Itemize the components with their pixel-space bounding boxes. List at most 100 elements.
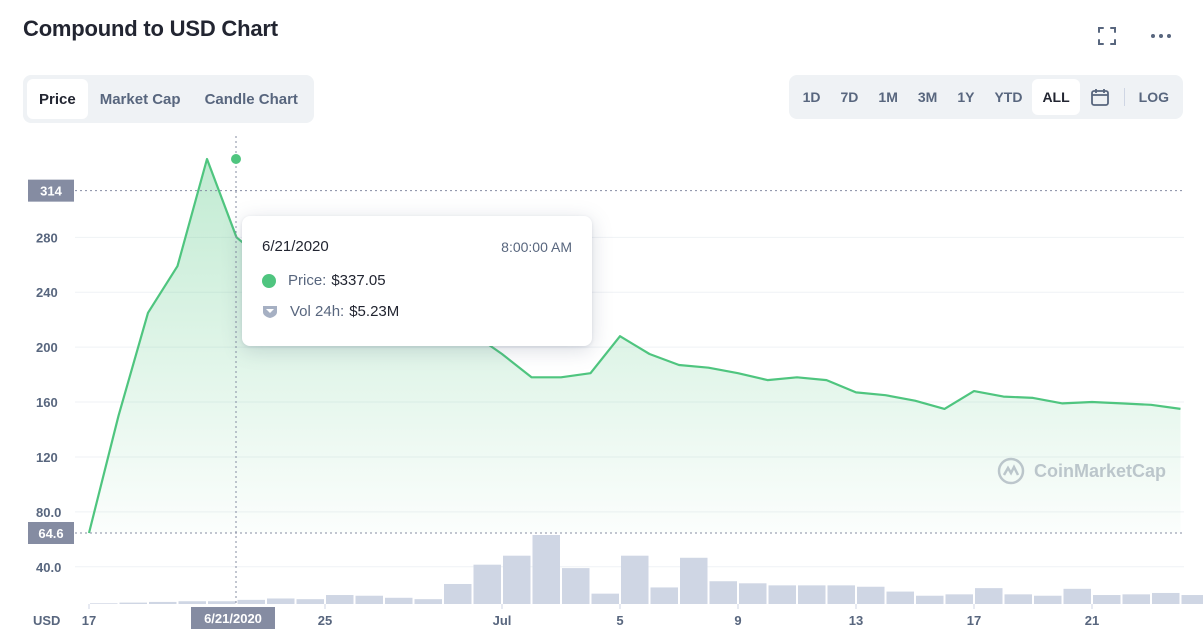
tooltip-price-row: Price: $337.05 — [262, 272, 386, 289]
watermark: CoinMarketCap — [996, 456, 1166, 486]
hover-date-label-text: 6/21/2020 — [204, 611, 262, 626]
tooltip-time: 8:00:00 AM — [501, 239, 572, 255]
volume-bar — [414, 599, 442, 604]
tooltip-date: 6/21/2020 — [262, 238, 329, 255]
calendar-icon[interactable] — [1080, 79, 1120, 115]
range-all[interactable]: ALL — [1032, 79, 1080, 115]
low-marker-label-bg — [28, 522, 74, 544]
volume-bar — [90, 603, 118, 604]
volume-bar — [119, 602, 147, 604]
volume-bar — [1093, 595, 1121, 604]
currency-label: USD — [33, 613, 60, 628]
y-tick-label: 240 — [36, 285, 58, 300]
volume-bar — [296, 599, 324, 604]
volume-bar — [739, 583, 767, 604]
x-tick-label: 17 — [82, 613, 96, 628]
volume-bar — [621, 555, 649, 604]
tooltip-volume-label: Vol 24h: — [290, 303, 345, 320]
fullscreen-icon[interactable] — [1095, 24, 1119, 48]
tab-price[interactable]: Price — [27, 79, 88, 119]
volume-bar — [562, 568, 590, 604]
volume-bar — [355, 595, 383, 604]
volume-bar — [149, 601, 177, 604]
volume-bar — [768, 585, 796, 604]
log-toggle[interactable]: LOG — [1138, 89, 1169, 105]
high-marker-label-bg — [28, 179, 74, 202]
volume-bar — [680, 557, 708, 604]
volume-bar — [1004, 594, 1032, 604]
more-icon[interactable] — [1149, 24, 1173, 48]
reference-lines — [75, 136, 1184, 604]
volume-bar — [827, 585, 855, 604]
volume-bar — [650, 587, 678, 604]
volume-bar — [798, 585, 826, 604]
volume-bar — [916, 595, 944, 604]
y-axis: 40.0 80.0 120 160 200 240 280 — [36, 230, 61, 574]
volume-bar — [945, 594, 973, 604]
volume-bar — [1063, 588, 1091, 604]
chart-type-tabs: Price Market Cap Candle Chart — [23, 75, 314, 123]
watermark-text: CoinMarketCap — [1034, 460, 1167, 481]
volume-bar — [1152, 592, 1180, 604]
x-tick-label: 21 — [1085, 613, 1099, 628]
chart-title: Compound to USD Chart — [23, 16, 278, 41]
volume-bar — [267, 598, 295, 604]
price-dot-icon — [262, 273, 276, 288]
volume-bar — [503, 555, 531, 604]
y-tick-label: 280 — [36, 230, 58, 245]
x-tick-label: 5 — [616, 613, 623, 628]
volume-bar — [532, 535, 560, 604]
tooltip-volume-value: $5.23M — [349, 303, 400, 320]
tab-market-cap[interactable]: Market Cap — [99, 90, 181, 108]
range-divider — [1123, 88, 1125, 106]
y-tick-label: 40.0 — [36, 560, 61, 575]
volume-bar — [709, 581, 737, 604]
y-tick-label: 120 — [36, 450, 58, 465]
volume-bar — [208, 601, 236, 604]
volume-bars — [90, 535, 1203, 604]
x-tick-label: 13 — [849, 613, 863, 628]
tooltip-volume-row: Vol 24h: $5.23M — [262, 303, 399, 320]
volume-bar — [1122, 594, 1150, 604]
volume-bar — [1181, 595, 1203, 604]
coinmarketcap-logo-icon — [997, 457, 1025, 485]
volume-bar — [886, 591, 914, 604]
x-tick-label: Jul — [493, 613, 512, 628]
hover-point — [231, 154, 241, 164]
volume-bar — [591, 593, 619, 604]
range-ytd[interactable]: YTD — [994, 89, 1023, 105]
volume-shield-icon — [262, 305, 278, 319]
x-tick-label: 17 — [967, 613, 981, 628]
price-tooltip: 6/21/2020 8:00:00 AM Price: $337.05 Vol … — [242, 216, 592, 346]
volume-bar — [857, 586, 885, 604]
volume-bar — [385, 597, 413, 604]
x-tick-label: 9 — [734, 613, 741, 628]
y-tick-label: 160 — [36, 395, 58, 410]
range-1m[interactable]: 1M — [878, 89, 898, 105]
y-tick-label: 200 — [36, 340, 58, 355]
hover-date-label: 6/21/2020 — [191, 607, 275, 629]
high-marker-label-text: 314 — [40, 184, 62, 199]
x-tick-label: 25 — [318, 613, 332, 628]
range-3m[interactable]: 3M — [917, 89, 938, 105]
top-actions — [1095, 24, 1173, 48]
tab-candle-chart[interactable]: Candle Chart — [204, 90, 298, 108]
low-marker-label-text: 64.6 — [38, 526, 63, 541]
tooltip-price-value: $337.05 — [331, 272, 386, 289]
volume-bar — [178, 601, 206, 604]
range-1d[interactable]: 1D — [802, 89, 821, 105]
tooltip-price-label: Price: — [288, 272, 327, 289]
volume-bar — [473, 564, 501, 604]
volume-bar — [1034, 595, 1062, 604]
volume-bar — [237, 599, 265, 604]
range-1y[interactable]: 1Y — [957, 89, 975, 105]
time-range-selector: 1D 7D 1M 3M 1Y YTD ALL LOG — [788, 75, 1183, 119]
range-7d[interactable]: 7D — [840, 89, 859, 105]
low-marker-label: 64.6 — [28, 522, 74, 544]
volume-bar — [975, 588, 1003, 604]
x-axis: USD 17 25 Jul 5 9 13 17 21 — [33, 604, 1099, 628]
volume-bar — [444, 583, 472, 604]
high-marker-label: 314 — [28, 179, 74, 202]
y-tick-label: 80.0 — [36, 505, 61, 520]
